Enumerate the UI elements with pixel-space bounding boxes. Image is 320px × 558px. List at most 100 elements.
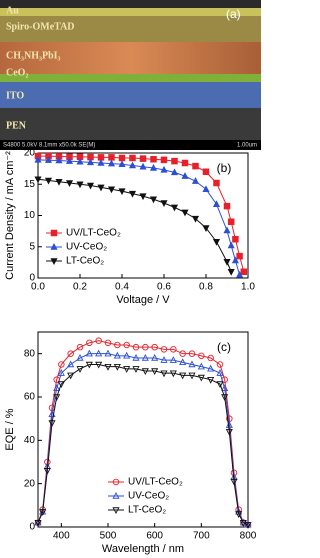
marker [107, 186, 116, 194]
marker [151, 368, 159, 376]
plot-frame [37, 331, 249, 528]
y-axis-label: Current Density / mA cm⁻² [4, 151, 16, 280]
panel-label: (b) [217, 161, 232, 175]
marker [170, 346, 177, 353]
marker [239, 519, 247, 527]
legend-label: UV/LT-CeO₂ [128, 477, 183, 488]
y-tick-label: 60 [24, 392, 36, 403]
marker [198, 352, 205, 360]
marker [95, 349, 103, 357]
x-tick-label: 600 [146, 531, 163, 542]
marker [150, 155, 157, 163]
series-line [37, 364, 249, 526]
marker [179, 350, 186, 357]
marker [108, 154, 115, 161]
x-axis-label: Voltage / V [116, 294, 170, 306]
marker [191, 177, 200, 184]
marker [123, 341, 130, 349]
x-tick-label: 0.4 [115, 282, 129, 293]
marker [169, 356, 177, 363]
x-tick-label: 1.0 [241, 282, 255, 293]
marker [216, 381, 224, 389]
marker [86, 182, 95, 190]
marker [160, 200, 168, 208]
marker [43, 467, 51, 475]
layer-label: Spiro-OMeTAD [6, 21, 75, 32]
marker [181, 159, 189, 167]
marker [55, 179, 63, 186]
marker [34, 519, 42, 527]
marker [123, 351, 131, 359]
layer-ceo2 [0, 74, 261, 82]
layer-ito [0, 82, 261, 108]
marker [212, 239, 221, 246]
marker [65, 157, 74, 164]
marker [113, 363, 121, 371]
marker [179, 358, 187, 366]
marker [57, 381, 65, 389]
marker [67, 350, 74, 357]
marker [207, 376, 215, 384]
marker [181, 172, 189, 179]
legend-label: UV/LT-CeO₂ [66, 228, 121, 239]
x-tick-label: 0.0 [31, 282, 45, 293]
legend-marker [50, 229, 58, 237]
layer-label: CH₃NH₃PbI₃ [6, 50, 61, 61]
marker [76, 181, 84, 189]
layer-label: CeO₂ [6, 67, 28, 78]
marker [170, 168, 179, 176]
series-line [38, 155, 245, 272]
marker [65, 180, 74, 188]
marker [55, 156, 63, 164]
marker [86, 339, 93, 347]
marker [128, 161, 137, 169]
marker [240, 268, 248, 276]
marker [221, 394, 229, 402]
legend-label: LT-CeO₂ [66, 256, 104, 267]
marker [149, 196, 158, 204]
panel-label: (a) [226, 7, 241, 21]
legend-label: LT-CeO₂ [128, 505, 166, 516]
marker [141, 353, 149, 361]
x-axis-label: Wavelength / nm [102, 543, 184, 555]
marker [123, 366, 131, 373]
marker [149, 163, 158, 171]
marker [230, 478, 238, 486]
y-tick-label: 80 [24, 348, 36, 359]
marker [212, 200, 221, 207]
marker [160, 356, 168, 363]
marker [142, 343, 149, 351]
marker [128, 190, 137, 198]
marker [188, 372, 196, 380]
marker [227, 241, 235, 249]
marker [231, 256, 239, 264]
layer-label: PEN [6, 120, 27, 131]
x-tick-label: 500 [100, 531, 117, 542]
marker [179, 372, 187, 380]
marker [160, 165, 168, 173]
marker [225, 428, 233, 436]
y-tick-label: 0 [29, 273, 35, 284]
x-tick-label: 800 [240, 531, 257, 542]
marker [104, 349, 112, 357]
marker [236, 270, 244, 278]
legend-marker [50, 242, 58, 250]
marker [216, 361, 224, 368]
series-line [37, 353, 249, 526]
layer-pen [0, 108, 261, 140]
y-tick-label: 15 [24, 179, 36, 190]
series-line [37, 340, 249, 526]
marker [221, 384, 229, 392]
marker [202, 225, 210, 233]
x-tick-label: 400 [53, 531, 70, 542]
marker [95, 361, 103, 369]
x-tick-label: 0.6 [157, 282, 171, 293]
y-tick-label: 20 [24, 478, 36, 489]
sem-footer-bar [0, 140, 261, 150]
marker [76, 353, 84, 361]
marker [141, 368, 149, 376]
marker [132, 366, 140, 373]
y-tick-label: 5 [29, 241, 35, 252]
x-tick-label: 700 [193, 531, 210, 542]
legend-marker [112, 507, 120, 515]
